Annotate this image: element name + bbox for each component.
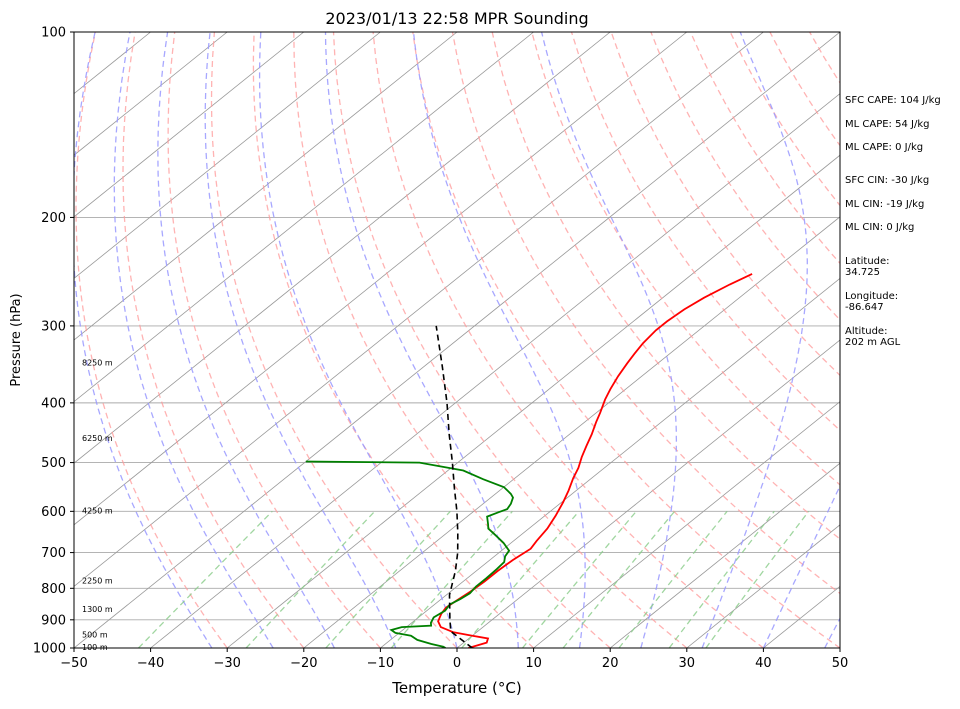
x-tick-label: −50: [60, 656, 87, 671]
x-tick-label: 40: [755, 656, 772, 671]
ml-cin-stat: ML CIN: -19 J/kg: [845, 199, 924, 210]
x-tick-label: 0: [453, 656, 461, 671]
y-tick-label: 800: [41, 582, 66, 597]
height-label: 100 m: [82, 643, 108, 652]
ml-cape-stat-2: ML CAPE: 0 J/kg: [845, 142, 923, 153]
y-axis-label: Pressure (hPa): [9, 293, 24, 386]
y-tick-label: 900: [41, 613, 66, 628]
x-tick-label: 20: [602, 656, 619, 671]
x-tick-label: −10: [367, 656, 394, 671]
y-tick-label: 700: [41, 546, 66, 561]
x-tick-label: −30: [213, 656, 240, 671]
x-tick-label: −20: [290, 656, 317, 671]
y-tick-label: 600: [41, 505, 66, 520]
x-tick-label: 10: [525, 656, 542, 671]
y-tick-label: 200: [41, 211, 66, 226]
x-tick-label: 30: [679, 656, 696, 671]
x-tick-label: −40: [137, 656, 164, 671]
height-label: 500 m: [82, 631, 108, 640]
height-label: 4250 m: [82, 506, 113, 515]
height-label: 2250 m: [82, 577, 113, 586]
height-label: 6250 m: [82, 434, 113, 443]
sfc-cape-stat: SFC CAPE: 104 J/kg: [845, 95, 941, 106]
x-axis-label: Temperature (°C): [391, 679, 521, 697]
y-tick-label: 1000: [33, 642, 66, 657]
dry-adiabat-line: [929, 32, 960, 648]
x-tick-label: 50: [832, 656, 849, 671]
y-tick-label: 300: [41, 319, 66, 334]
height-label: 1300 m: [82, 605, 113, 614]
ml-cape-stat: ML CAPE: 54 J/kg: [845, 119, 929, 130]
latitude-stat: Latitude: 34.725: [845, 256, 890, 278]
y-tick-label: 500: [41, 456, 66, 471]
altitude-stat: Altitude: 202 m AGL: [845, 326, 900, 348]
y-tick-label: 400: [41, 396, 66, 411]
chart-title: 2023/01/13 22:58 MPR Sounding: [325, 9, 588, 28]
ml-cin-stat-2: ML CIN: 0 J/kg: [845, 222, 914, 233]
y-tick-label: 100: [41, 26, 66, 41]
sfc-cin-stat: SFC CIN: -30 J/kg: [845, 175, 929, 186]
height-label: 8250 m: [82, 358, 113, 367]
longitude-stat: Longitude: -86.647: [845, 291, 898, 313]
